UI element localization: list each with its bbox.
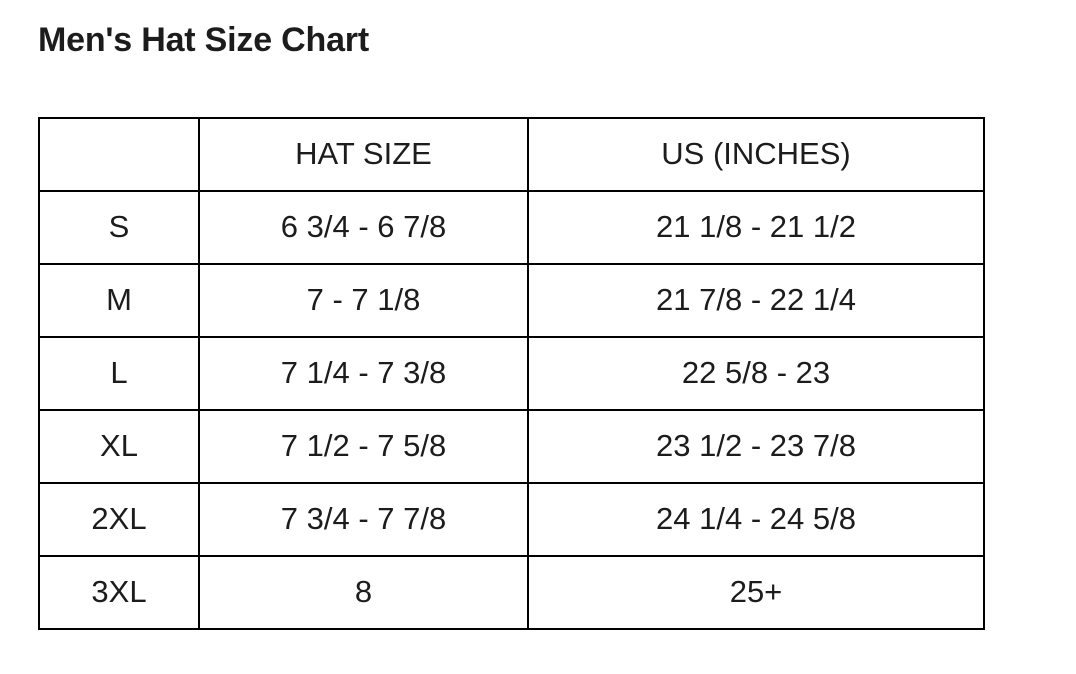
column-header-hat-size: HAT SIZE — [198, 117, 529, 192]
page-title: Men's Hat Size Chart — [38, 21, 369, 59]
cell-hat-size: 6 3/4 - 6 7/8 — [198, 190, 529, 265]
cell-us-inches: 21 1/8 - 21 1/2 — [527, 190, 985, 265]
cell-size-label: M — [38, 263, 200, 338]
table-row: 2XL 7 3/4 - 7 7/8 24 1/4 - 24 5/8 — [38, 482, 985, 557]
table-row: S 6 3/4 - 6 7/8 21 1/8 - 21 1/2 — [38, 190, 985, 265]
table-row: L 7 1/4 - 7 3/8 22 5/8 - 23 — [38, 336, 985, 411]
cell-hat-size: 7 - 7 1/8 — [198, 263, 529, 338]
cell-hat-size: 8 — [198, 555, 529, 630]
table-header-row: HAT SIZE US (INCHES) — [38, 117, 985, 192]
column-header-us-inches: US (INCHES) — [527, 117, 985, 192]
cell-hat-size: 7 1/4 - 7 3/8 — [198, 336, 529, 411]
table-body: S 6 3/4 - 6 7/8 21 1/8 - 21 1/2 M 7 - 7 … — [38, 190, 985, 630]
cell-hat-size: 7 1/2 - 7 5/8 — [198, 409, 529, 484]
cell-hat-size: 7 3/4 - 7 7/8 — [198, 482, 529, 557]
cell-us-inches: 22 5/8 - 23 — [527, 336, 985, 411]
table-header: HAT SIZE US (INCHES) — [38, 117, 985, 192]
hat-size-table: HAT SIZE US (INCHES) S 6 3/4 - 6 7/8 21 … — [38, 117, 985, 630]
cell-size-label: XL — [38, 409, 200, 484]
table-row: 3XL 8 25+ — [38, 555, 985, 630]
cell-size-label: 3XL — [38, 555, 200, 630]
cell-us-inches: 24 1/4 - 24 5/8 — [527, 482, 985, 557]
table-row: M 7 - 7 1/8 21 7/8 - 22 1/4 — [38, 263, 985, 338]
column-header-size — [38, 117, 200, 192]
cell-size-label: S — [38, 190, 200, 265]
table-row: XL 7 1/2 - 7 5/8 23 1/2 - 23 7/8 — [38, 409, 985, 484]
cell-us-inches: 21 7/8 - 22 1/4 — [527, 263, 985, 338]
cell-us-inches: 23 1/2 - 23 7/8 — [527, 409, 985, 484]
cell-size-label: L — [38, 336, 200, 411]
cell-size-label: 2XL — [38, 482, 200, 557]
cell-us-inches: 25+ — [527, 555, 985, 630]
